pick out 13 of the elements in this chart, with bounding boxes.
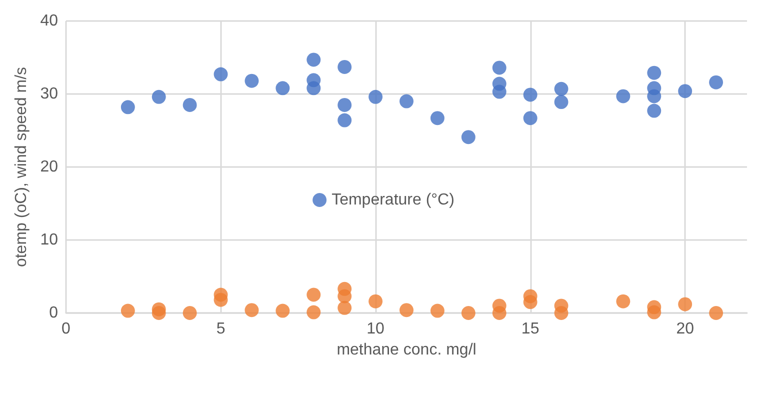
x-axis-title: methane conc. mg/l [336,341,476,358]
x-tick-label: 20 [676,320,694,338]
y-tick-label: 10 [40,232,58,248]
x-tick-label: 0 [62,320,71,338]
y-tick-label: 0 [49,304,58,322]
x-tick-label: 5 [216,320,226,338]
x-tick-label: 10 [366,320,385,338]
y-tick-label: 40 [40,12,58,30]
x-tick-label: 15 [521,320,540,338]
y-tick-label: 30 [40,86,58,102]
y-axis-title: otemp (oC), wind speed m/s [12,66,30,268]
legend-label: Temperature (°C) [332,192,454,208]
y-tick-label: 20 [40,158,58,176]
